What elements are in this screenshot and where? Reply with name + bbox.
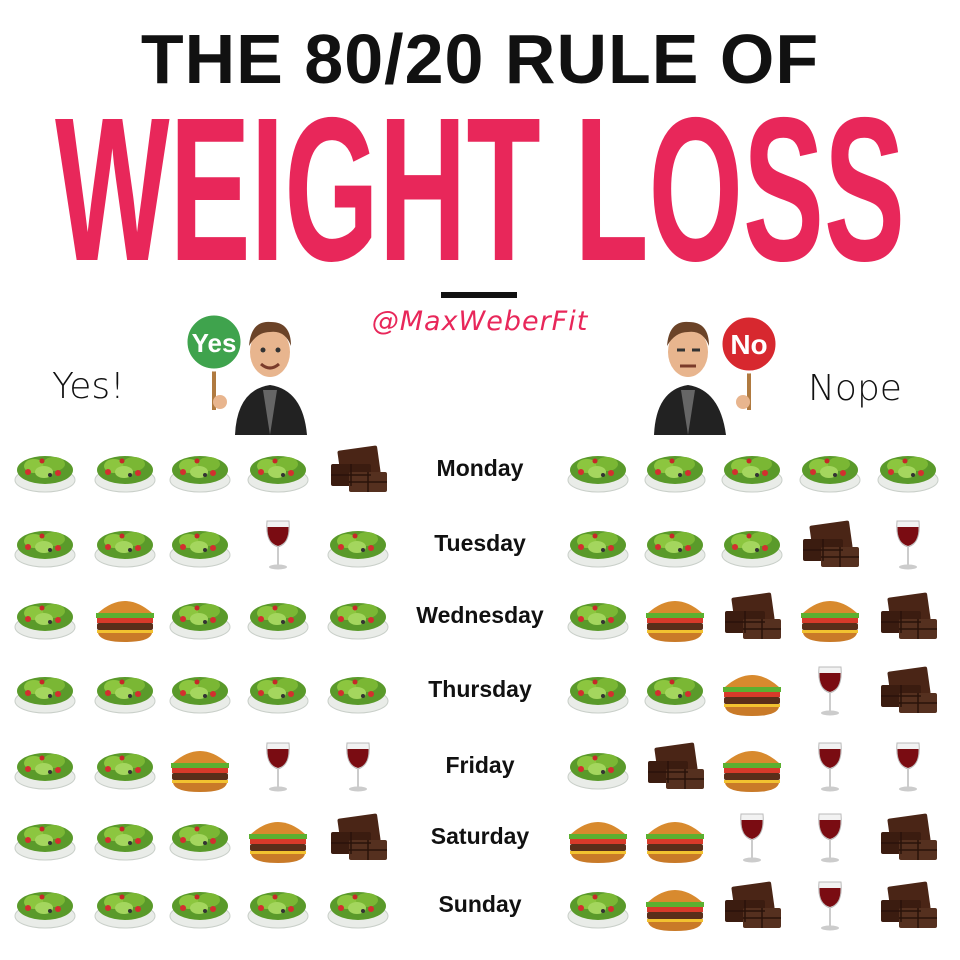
burger-icon: [245, 810, 311, 866]
yes-sign-text: Yes: [192, 328, 237, 358]
salad-icon: [92, 517, 158, 573]
chocolate-icon: [797, 517, 863, 573]
burger-icon: [167, 739, 233, 795]
burger-icon: [642, 589, 708, 645]
chocolate-icon: [875, 810, 941, 866]
author-handle: @MaxWeberFit: [371, 306, 589, 337]
salad-icon: [167, 589, 233, 645]
day-label: Tuesday: [434, 530, 526, 556]
chocolate-icon: [325, 810, 391, 866]
chocolate-icon: [875, 589, 941, 645]
salad-icon: [325, 589, 391, 645]
salad-icon: [92, 878, 158, 934]
salad-icon: [12, 663, 78, 719]
wine-icon: [719, 810, 785, 866]
day-label: Saturday: [430, 823, 530, 849]
title-line2: WEIGHT LOSS: [55, 100, 905, 275]
day-label: Wednesday: [416, 602, 544, 628]
salad-icon: [325, 878, 391, 934]
burger-icon: [797, 589, 863, 645]
chocolate-icon: [325, 442, 391, 498]
burger-icon: [642, 878, 708, 934]
chocolate-icon: [875, 663, 941, 719]
salad-icon: [245, 878, 311, 934]
salad-icon: [875, 442, 941, 498]
salad-icon: [12, 878, 78, 934]
salad-icon: [325, 517, 391, 573]
day-label: Thursday: [428, 676, 532, 702]
salad-icon: [167, 878, 233, 934]
salad-icon: [565, 663, 631, 719]
burger-icon: [642, 810, 708, 866]
salad-icon: [245, 442, 311, 498]
chocolate-icon: [719, 878, 785, 934]
salad-icon: [167, 810, 233, 866]
wine-icon: [245, 739, 311, 795]
salad-icon: [167, 442, 233, 498]
day-label: Friday: [445, 752, 515, 778]
salad-icon: [12, 517, 78, 573]
no-sign-text: No: [730, 329, 767, 360]
salad-icon: [642, 517, 708, 573]
salad-icon: [565, 878, 631, 934]
salad-icon: [245, 589, 311, 645]
wine-icon: [245, 517, 311, 573]
salad-icon: [167, 517, 233, 573]
title-line1: THE 80/20 RULE OF: [140, 20, 820, 98]
day-label: Sunday: [438, 891, 522, 917]
salad-icon: [92, 663, 158, 719]
salad-icon: [642, 663, 708, 719]
yes-side-label: Yes!: [52, 366, 125, 407]
salad-icon: [797, 442, 863, 498]
salad-icon: [719, 517, 785, 573]
burger-icon: [719, 663, 785, 719]
salad-icon: [12, 810, 78, 866]
salad-icon: [167, 663, 233, 719]
salad-icon: [642, 442, 708, 498]
burger-icon: [565, 810, 631, 866]
wine-icon: [797, 739, 863, 795]
salad-icon: [92, 739, 158, 795]
salad-icon: [245, 663, 311, 719]
salad-icon: [12, 442, 78, 498]
wine-icon: [325, 739, 391, 795]
nope-side-label: Nope: [808, 368, 902, 409]
wine-icon: [797, 810, 863, 866]
salad-icon: [12, 589, 78, 645]
burger-icon: [719, 739, 785, 795]
salad-icon: [565, 739, 631, 795]
wine-icon: [875, 517, 941, 573]
salad-icon: [92, 810, 158, 866]
title-line2-wrap: WEIGHT LOSS: [55, 100, 905, 275]
chocolate-icon: [875, 878, 941, 934]
salad-icon: [92, 442, 158, 498]
divider: [441, 292, 517, 298]
wine-icon: [875, 739, 941, 795]
chocolate-icon: [642, 739, 708, 795]
salad-icon: [565, 517, 631, 573]
day-label: Monday: [436, 455, 524, 481]
avatar-no-icon: No: [654, 314, 779, 435]
burger-icon: [92, 589, 158, 645]
salad-icon: [719, 442, 785, 498]
salad-icon: [325, 663, 391, 719]
wine-icon: [797, 878, 863, 934]
chocolate-icon: [719, 589, 785, 645]
avatar-yes-icon: Yes: [184, 312, 307, 435]
salad-icon: [565, 589, 631, 645]
salad-icon: [12, 739, 78, 795]
wine-icon: [797, 663, 863, 719]
salad-icon: [565, 442, 631, 498]
